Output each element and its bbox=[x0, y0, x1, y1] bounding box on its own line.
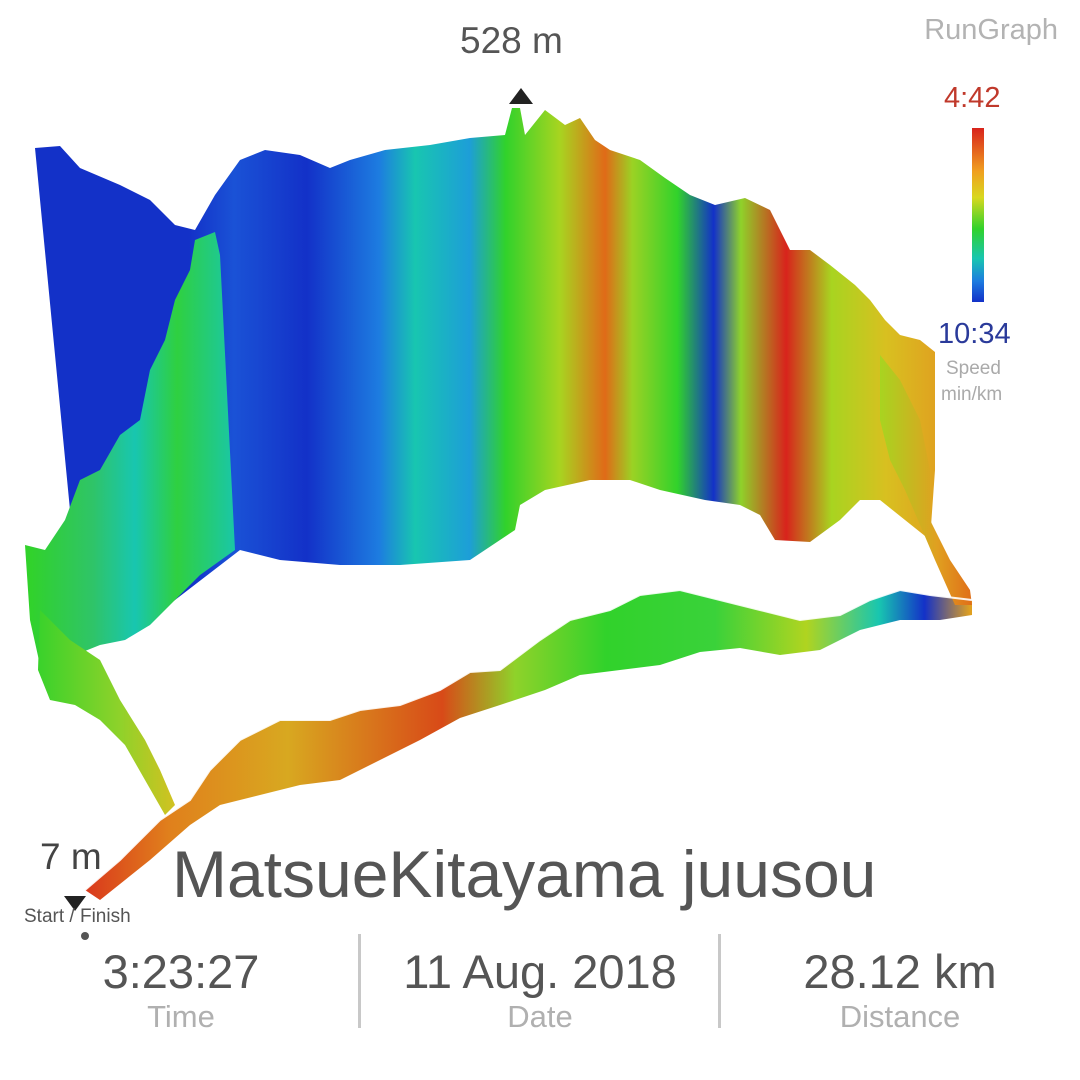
max-elevation-label: 528 m bbox=[460, 20, 563, 61]
start-marker-icon bbox=[64, 896, 86, 911]
stat-distance: 28.12 km Distance bbox=[721, 944, 1079, 1035]
route-outline bbox=[84, 588, 973, 891]
stat-time: 3:23:27 Time bbox=[2, 944, 360, 1035]
route-segment-back bbox=[35, 108, 935, 640]
route-segment-left-drop bbox=[38, 610, 175, 815]
stat-distance-label: Distance bbox=[839, 999, 961, 1034]
legend-caption-speed: Speed bbox=[946, 358, 1001, 379]
route-segment-front bbox=[85, 590, 972, 900]
route-title: MatsueKitayama juusou bbox=[172, 837, 877, 911]
stat-time-value: 3:23:27 bbox=[102, 945, 260, 998]
legend-slow-label: 10:34 bbox=[938, 318, 1011, 350]
route-segment-right bbox=[880, 355, 972, 605]
stat-date-value: 11 Aug. 2018 bbox=[403, 945, 677, 998]
min-elevation-label: 7 m bbox=[40, 836, 102, 877]
app-brand: RunGraph bbox=[924, 14, 1058, 46]
legend-fast-label: 4:42 bbox=[944, 82, 1001, 114]
stat-date: 11 Aug. 2018 Date bbox=[361, 944, 719, 1035]
stat-time-label: Time bbox=[147, 999, 215, 1034]
start-finish-label: Start / Finish bbox=[24, 906, 131, 927]
legend-caption-unit: min/km bbox=[941, 384, 1003, 405]
stat-distance-value: 28.12 km bbox=[803, 945, 997, 998]
start-point-dot bbox=[81, 932, 89, 940]
stat-divider bbox=[718, 934, 721, 1028]
stat-divider bbox=[358, 934, 361, 1028]
max-elevation-marker-icon bbox=[509, 88, 533, 104]
stat-date-label: Date bbox=[507, 999, 573, 1034]
route-segment-left bbox=[25, 232, 235, 665]
speed-legend-bar bbox=[972, 128, 984, 302]
